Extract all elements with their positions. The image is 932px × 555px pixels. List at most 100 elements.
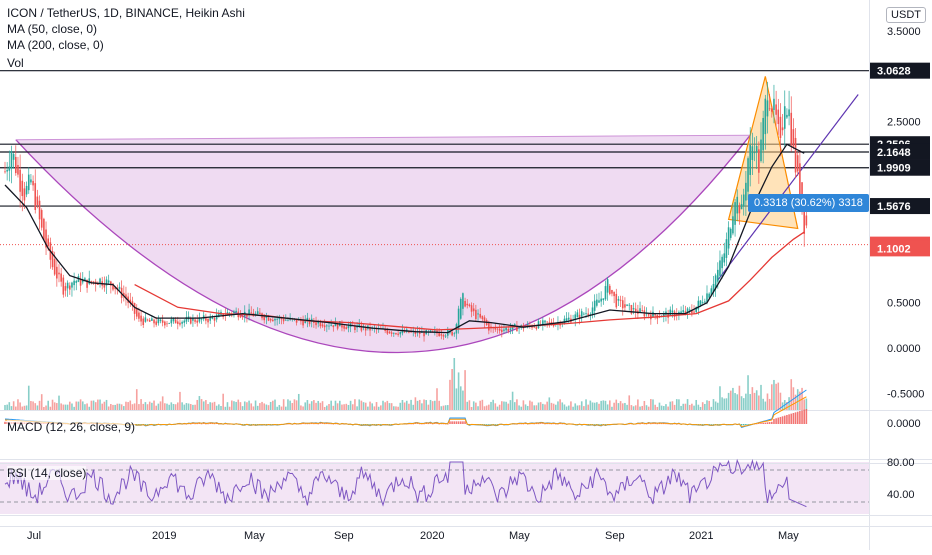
volume-bar [596,402,598,410]
volume-bar [386,400,389,410]
macd-hist-bar [364,424,367,425]
macd-hist-bar [442,423,445,425]
volume-bar [606,404,609,410]
macd-hist-bar [775,418,777,424]
macd-hist-bar [529,423,531,425]
volume-bar [248,400,250,410]
macd-hist-bar [380,424,382,425]
candle-body [315,321,317,326]
volume-bar [524,404,527,410]
volume-bar [492,399,494,410]
candle-body [727,227,730,249]
candle-body [799,163,801,202]
volume-bar [43,406,45,410]
candle-body [701,302,704,304]
volume-bar [336,403,339,410]
candle-body [181,321,183,324]
candle-body [157,319,160,324]
volume-bar [310,401,313,410]
volume-bar [803,399,805,410]
volume-bar [84,404,86,410]
candle-body [38,200,41,220]
macd-hist-bar [537,423,540,425]
candle-body [775,104,777,115]
candle-body [56,266,58,279]
candle-body [451,331,453,336]
candle-body [609,285,611,295]
macd-hist-bar [289,423,291,425]
volume-bar [663,406,665,410]
candle-body [634,308,637,313]
candle-body [565,318,568,322]
volume-bar [246,402,248,410]
candle-body [99,278,101,284]
macd-hist-bar [518,423,520,425]
candle-body [25,185,28,195]
volume-bar [693,405,695,410]
macd-hist-bar [375,424,378,425]
volume-bar [758,395,760,410]
volume-bar [436,388,438,410]
candle-body [546,321,548,323]
price-axis-label: 2.5000 [887,117,921,129]
macd-hist-bar [276,424,278,425]
macd-hist-bar [531,423,533,425]
volume-bar [624,402,626,410]
macd-hist-bar [492,424,494,425]
candle-body [360,325,363,331]
candle-body [209,316,211,321]
candle-body [699,300,702,306]
macd-hist-bar [412,423,415,425]
macd-hist-bar [667,423,669,425]
price-axis-label: 3.5000 [887,26,921,38]
volume-bar [259,403,261,410]
volume-bar [680,405,682,410]
candle-body [805,215,808,226]
macd-hist-bar [786,414,788,424]
macd-hist-bar [559,423,561,425]
candle-body [760,139,762,162]
candle-body [602,298,605,301]
macd-hist-bar [762,422,764,424]
macd-hist-bar [462,421,464,424]
candle-body [721,256,723,269]
candle-body [578,314,581,319]
candle-body [708,293,710,298]
time-axis-label: May [244,530,265,542]
macd-hist-bar [539,423,542,424]
macd-hist-bar [202,423,205,424]
macd-hist-bar [660,423,663,425]
candle-body [259,312,261,314]
macd-hist-bar [360,424,363,425]
volume-bar [267,405,270,410]
measure-label: 0.3318 (30.62%) 3318 [748,194,869,212]
volume-bar [135,389,138,410]
volume-bar [520,406,523,410]
macd-hist-bar [563,423,566,425]
macd-hist-bar [779,416,782,424]
macd-hist-bar [166,424,168,425]
macd-hist-bar [146,424,149,425]
volume-bar [574,403,577,410]
candle-body [179,322,181,325]
volume-bar [621,403,624,410]
candle-body [682,310,685,313]
macd-hist-bar [241,424,244,425]
candle-body [790,112,793,146]
candle-body [589,314,592,315]
candle-body [652,311,654,317]
currency-selector[interactable]: USDT [886,7,926,23]
volume-bar [401,400,404,410]
candle-body [453,333,456,335]
candle-body [364,327,367,331]
candle-body [606,279,609,293]
volume-bar [263,403,265,410]
volume-bar [200,399,203,410]
candle-body [196,320,199,323]
volume-bar [408,403,410,410]
candle-body [23,188,26,201]
volume-bar [86,403,88,410]
candle-body [477,313,479,315]
